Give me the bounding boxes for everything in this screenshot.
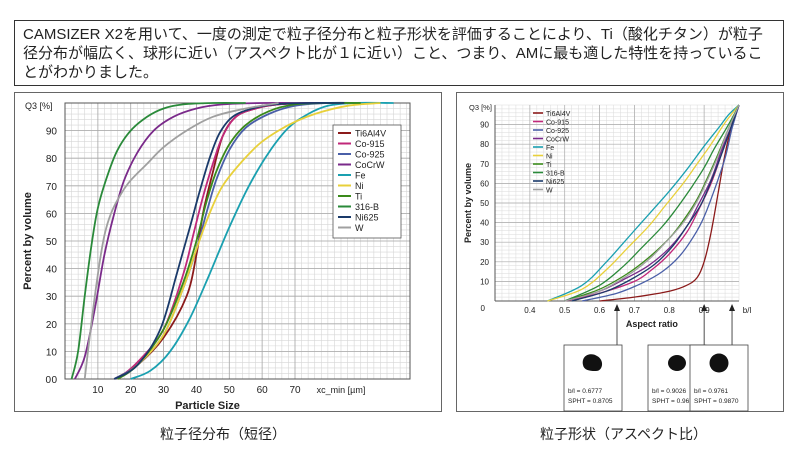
header-text: CAMSIZER X2を用いて、一度の測定で粒子径分布と粒子形状を評価することに…: [23, 26, 763, 81]
aspect-ratio-chart: 10203040506070809000.40.50.60.70.80.9Q3 …: [463, 103, 752, 412]
legend-label: Co-925: [546, 128, 569, 135]
legend-label: Ti6Al4V: [546, 111, 571, 118]
legend-label: Co-915: [355, 139, 385, 149]
y-tick-label: 90: [46, 127, 58, 138]
series-line-316-B: [70, 102, 246, 380]
y-tick-label: 50: [480, 199, 489, 208]
y-tick-label: 30: [46, 292, 58, 303]
x-tick-label: 10: [92, 385, 104, 396]
y-tick-label: 30: [480, 238, 489, 247]
legend-label: Co-915: [546, 120, 569, 127]
annotation-aspect-ratio: b/l = 0.9761: [694, 388, 729, 395]
x-tick-label: 0.7: [629, 306, 641, 315]
y-tick-label: 50: [46, 237, 58, 248]
x-tick-label: 20: [125, 385, 137, 396]
header-text-box: CAMSIZER X2を用いて、一度の測定で粒子径分布と粒子形状を評価することに…: [14, 20, 784, 86]
annotation-sphericity: SPHT = 0.9870: [694, 398, 739, 405]
y-tick-label: 70: [480, 160, 489, 169]
series-line-Fe: [130, 101, 394, 380]
series-line-316-B: [564, 104, 740, 302]
series-line-Ti6Al4V: [599, 104, 740, 302]
y-tick-label: 10: [480, 277, 489, 286]
y-tick-label: 40: [46, 265, 58, 276]
legend-label: CoCrW: [546, 137, 569, 144]
particle-shape-near-round: [668, 355, 686, 371]
annotation-aspect-ratio: b/l = 0.6777: [568, 388, 603, 395]
particle-size-chart: 0 10 20 30 40 50 60 70 80 90 10 20 30 40 50 60 70 0 Q3 [%]…: [22, 101, 411, 412]
y-tick-label: 0: [51, 375, 57, 386]
series-line-CoCrW: [74, 102, 312, 380]
series-line-W: [564, 104, 740, 302]
x-tick-label: 0.8: [664, 306, 676, 315]
x-tick-label: 50: [224, 385, 236, 396]
y-tick-label: 60: [46, 209, 58, 220]
annotation-sphericity: SPHT = 0.9678: [652, 398, 697, 405]
legend-label: Ti: [355, 192, 362, 202]
x-unit-label: xc_min [µm]: [317, 385, 366, 395]
legend-label: CoCrW: [355, 160, 385, 170]
series-line-W: [83, 102, 279, 380]
series-line-Ni625: [571, 104, 740, 302]
legend-label: W: [546, 188, 553, 195]
aspect-ratio-chart-panel: 10203040506070809000.40.50.60.70.80.9Q3 …: [456, 92, 784, 412]
legend-label: Fe: [355, 171, 366, 181]
x-tick-label: 0.4: [524, 306, 536, 315]
x-unit-label: b/l: [743, 306, 752, 315]
legend-label: Ni: [355, 181, 364, 191]
x-tick-label: 40: [191, 385, 203, 396]
x-tick-label: 30: [158, 385, 170, 396]
series-line-Co-925: [581, 104, 740, 302]
series-line-Ni: [547, 104, 740, 302]
x-tick-label: 0.5: [559, 306, 571, 315]
legend-label: Ni: [546, 154, 553, 161]
legend-label: Ni625: [546, 179, 564, 186]
caption-particle-size: 粒子径分布（短径）: [160, 428, 286, 443]
y-tick-label: 80: [46, 154, 58, 165]
y-tick-label: 40: [480, 219, 489, 228]
legend-label: 316-B: [355, 202, 379, 212]
particle-shape-round: [709, 353, 729, 373]
annotation-arrowhead: [614, 304, 620, 311]
legend-label: W: [355, 223, 364, 233]
legend-label: Ti: [546, 162, 552, 169]
y-tick-label: 20: [46, 320, 58, 331]
y-tick-label: 10: [46, 347, 58, 358]
y-tick-label: 70: [46, 182, 58, 193]
particle-size-chart-panel: 0 10 20 30 40 50 60 70 80 90 10 20 30 40 50 60 70 0 Q3 [%]…: [14, 92, 442, 412]
annotation-arrowhead: [729, 304, 736, 311]
origin-label: 0: [481, 304, 486, 313]
y-tick-label: 80: [480, 140, 489, 149]
origin-label: 0: [45, 375, 51, 386]
y-tick-label: 20: [480, 258, 489, 267]
y-unit-label: Q3 [%]: [469, 103, 492, 112]
y-axis-label: Percent by volume: [22, 192, 34, 290]
legend-label: Co-925: [355, 150, 385, 160]
x-tick-label: 0.6: [594, 306, 606, 315]
series-line-Ti: [117, 102, 361, 380]
particle-shape-irregular: [582, 354, 603, 372]
legend-label: 316-B: [546, 171, 565, 178]
x-axis-label: Particle Size: [175, 400, 240, 412]
y-axis-label: Percent by volume: [463, 163, 473, 243]
annotation-aspect-ratio: b/l = 0.9026: [652, 388, 687, 395]
series-line-Ni: [117, 102, 381, 380]
legend-label: Ti6Al4V: [355, 129, 386, 139]
series-line-Fe: [547, 104, 740, 302]
caption-aspect-ratio: 粒子形状（アスペクト比）: [540, 428, 708, 443]
x-axis-label: Aspect ratio: [626, 319, 679, 329]
annotation-arrowhead: [701, 304, 708, 311]
x-tick-label: 70: [289, 385, 301, 396]
x-tick-label: 60: [257, 385, 269, 396]
y-tick-label: 90: [480, 121, 489, 130]
y-unit-label: Q3 [%]: [25, 101, 53, 111]
legend-label: Fe: [546, 145, 554, 152]
annotation-sphericity: SPHT = 0.8705: [568, 398, 613, 405]
legend-label: Ni625: [355, 213, 379, 223]
y-tick-label: 60: [480, 179, 489, 188]
